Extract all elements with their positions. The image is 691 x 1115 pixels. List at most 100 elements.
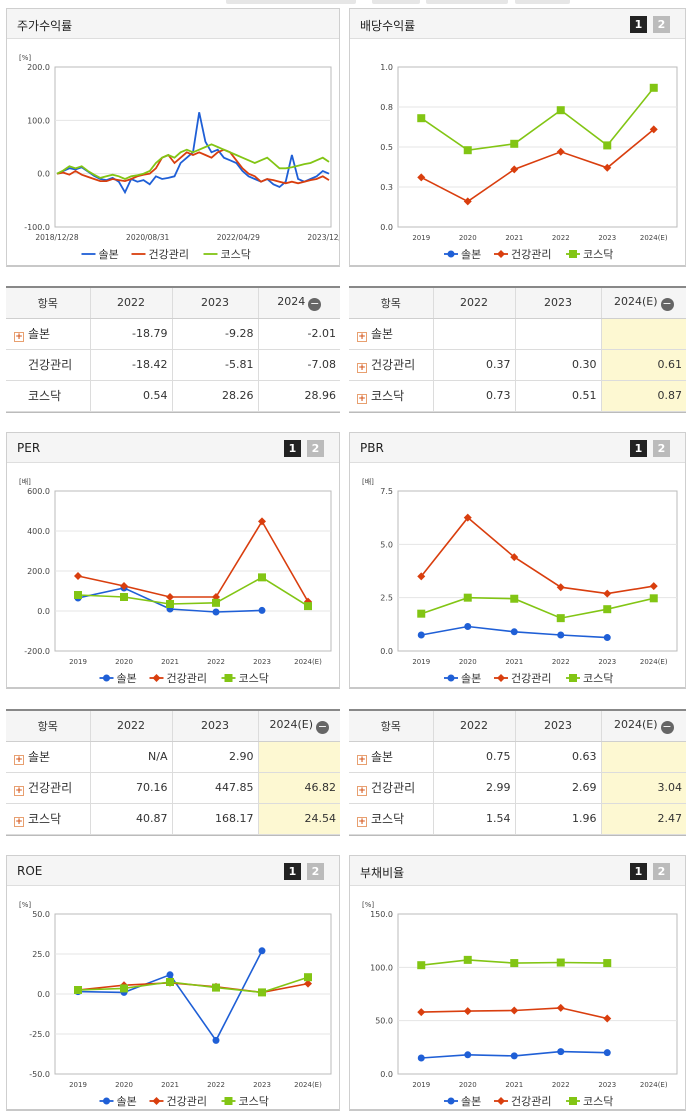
expand-icon[interactable]: +	[14, 755, 24, 765]
x-tick-label: 2023	[253, 658, 271, 666]
x-tick-label: 2022	[552, 234, 570, 242]
plot-frame	[397, 913, 678, 1075]
data-point	[304, 973, 312, 982]
data-point	[603, 163, 612, 172]
expand-icon[interactable]: +	[14, 786, 24, 796]
collapse-icon[interactable]: −	[308, 296, 322, 311]
data-point	[510, 165, 519, 174]
page-2-button[interactable]: 2	[653, 440, 670, 457]
legend-marker	[447, 674, 455, 682]
column-header-year: 2022	[433, 288, 516, 319]
header-label: 항목	[380, 719, 401, 733]
price-return-panel: 주가수익률 200.0 100.0 0.0 -100.0 [%] 2018/12/28 20…	[6, 8, 340, 267]
data-point	[649, 582, 658, 591]
series-line	[77, 976, 309, 994]
expand-icon[interactable]: +	[357, 755, 367, 765]
table-cell: 2.47	[601, 803, 686, 835]
y-tick-label: 600.0	[27, 487, 50, 496]
collapse-icon[interactable]: −	[316, 719, 330, 734]
table-cell: 1.96	[515, 803, 602, 835]
expand-icon[interactable]: +	[357, 363, 367, 373]
expand-icon[interactable]: +	[14, 817, 24, 827]
header-label: 2023	[544, 296, 572, 310]
page-2-button[interactable]: 2	[653, 863, 670, 880]
legend-marker	[569, 674, 577, 682]
y-tick-label: 0.5	[380, 143, 393, 152]
data-point	[510, 628, 518, 636]
row-name: + 건강관리	[349, 349, 434, 381]
x-tick-label: 2021	[505, 1081, 523, 1089]
data-point	[258, 517, 266, 526]
header-label: 2024	[277, 294, 306, 308]
panel-title: ROE	[17, 864, 43, 878]
row-label: 건강관리	[371, 358, 416, 372]
table-cell: 2.69	[515, 772, 602, 804]
legend-label: 건강관리	[167, 1095, 207, 1108]
page-2-button[interactable]: 2	[307, 440, 324, 457]
debt-ratio-panel: 부채비율 1 2 150.0 100.0 50.0 0.0 [%] 2019 2020 202…	[349, 855, 686, 1111]
table-cell: 0.51	[515, 380, 602, 412]
expand-icon[interactable]: +	[357, 332, 367, 342]
data-point	[463, 593, 472, 602]
y-tick-label: -100.0	[24, 223, 50, 232]
y-tick-label: -25.0	[29, 1030, 50, 1039]
data-point	[603, 141, 612, 150]
expand-icon[interactable]: +	[357, 786, 367, 796]
data-point	[649, 594, 658, 603]
x-tick-label: 2020/08/31	[126, 233, 169, 242]
column-header-year: 2023	[515, 288, 602, 319]
table-row: + 건강관리 2.99 2.69 3.04	[349, 772, 686, 804]
page-2-button[interactable]: 2	[653, 16, 670, 33]
x-tick-label: 2022	[207, 658, 225, 666]
page-1-button[interactable]: 1	[630, 440, 647, 457]
data-table: 항목 2022 2023 2024− + 솔본 -18.79 -9.28 -2.01 건강관리 -1…	[6, 288, 340, 412]
page-1-button[interactable]: 1	[284, 440, 301, 457]
row-label: 건강관리	[371, 781, 416, 795]
table-cell: 0.63	[515, 741, 602, 773]
x-tick-label: 2024(E)	[640, 658, 668, 666]
per-chart: 600.0 400.0 200.0 0.0 -200.0 [배] 2019 2020 2021 2…	[19, 477, 332, 685]
collapse-icon[interactable]: −	[660, 296, 674, 311]
data-point	[557, 1048, 565, 1056]
roe-panel: ROE 1 2 50.0 25.0 0.0 -25.0 -50.0 [%] 2019 2020…	[6, 855, 340, 1111]
y-tick-label: 25.0	[32, 950, 50, 959]
page-1-button[interactable]: 1	[284, 863, 301, 880]
table-cell: 40.87	[90, 803, 173, 835]
table-cell: -2.01	[258, 318, 340, 350]
page-2-button[interactable]: 2	[307, 863, 324, 880]
legend-marker	[497, 250, 505, 258]
data-point	[510, 1006, 519, 1015]
legend-label: 솔본	[461, 1095, 481, 1108]
table-cell	[515, 318, 602, 350]
x-tick-label: 2023	[598, 1081, 616, 1089]
legend-label: 코스닥	[583, 1095, 613, 1108]
data-point	[463, 197, 472, 206]
series-line	[77, 950, 263, 1042]
table-row: + 코스닥 0.73 0.51 0.87	[349, 380, 686, 412]
page-1-button[interactable]: 1	[630, 863, 647, 880]
data-point	[603, 1049, 611, 1057]
header-label: 2023	[544, 719, 572, 733]
expand-icon[interactable]: +	[14, 332, 24, 342]
legend-label: 건강관리	[511, 248, 551, 261]
table-cell	[601, 318, 686, 350]
expand-icon[interactable]: +	[357, 394, 367, 404]
x-tick-label: 2020	[115, 1081, 133, 1089]
legend-label: 솔본	[461, 248, 481, 261]
data-point	[463, 146, 472, 155]
series-line	[77, 576, 309, 607]
legend-label: 코스닥	[239, 672, 269, 685]
data-point	[510, 594, 519, 603]
table-cell: -18.79	[90, 318, 173, 350]
column-header-item: 항목	[6, 288, 91, 319]
table-cell: 0.61	[601, 349, 686, 381]
page-1-button[interactable]: 1	[630, 16, 647, 33]
collapse-icon[interactable]: −	[660, 719, 674, 734]
header-label: 2022	[460, 296, 488, 310]
row-label: 솔본	[371, 327, 394, 341]
expand-icon[interactable]: +	[357, 817, 367, 827]
data-point	[510, 1052, 518, 1060]
table-cell	[433, 318, 516, 350]
data-point	[417, 961, 426, 970]
row-label: 코스닥	[28, 389, 62, 403]
